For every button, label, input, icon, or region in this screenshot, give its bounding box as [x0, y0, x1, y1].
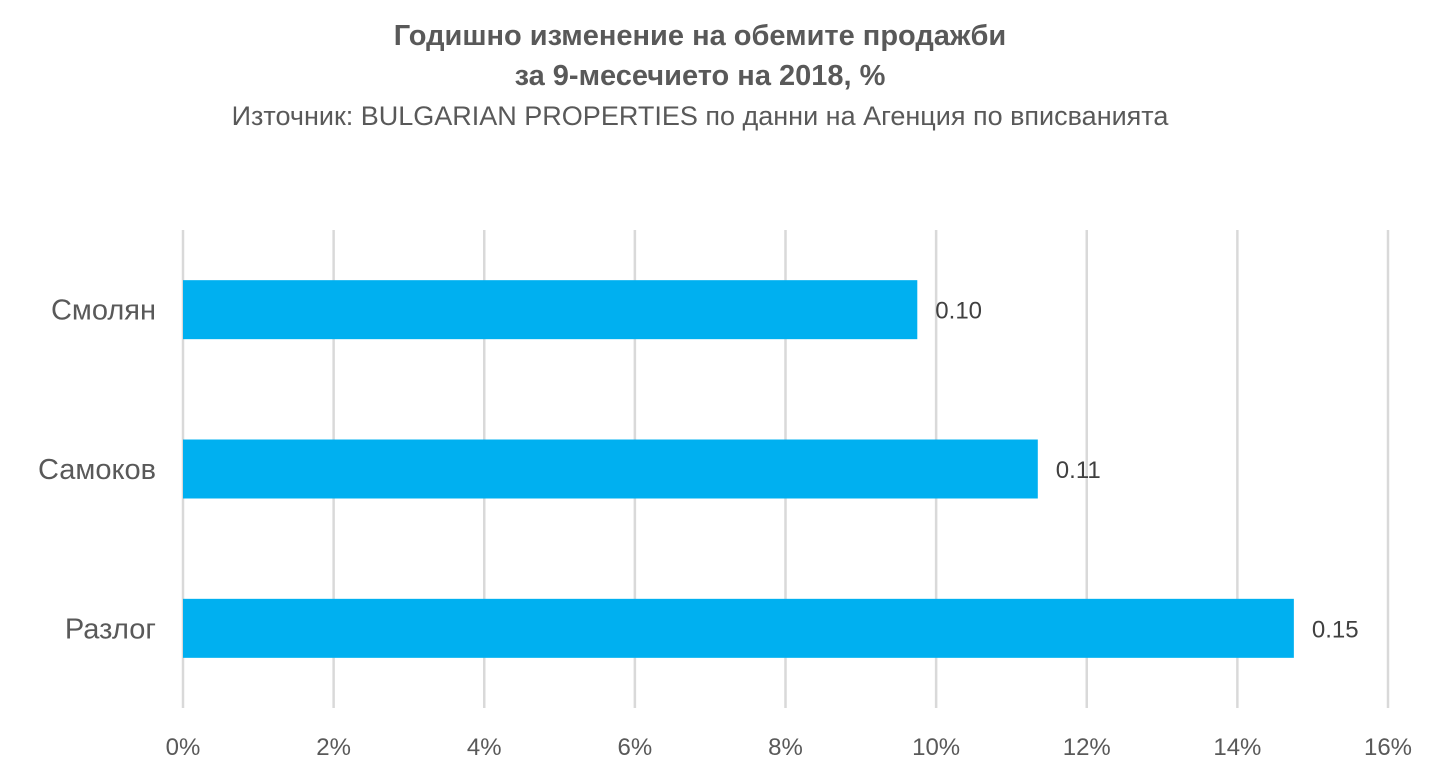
- x-tick-label: 16%: [1364, 734, 1412, 761]
- data-label: 0.11: [1056, 457, 1101, 484]
- category-label: Разлог: [65, 613, 156, 645]
- bar: [183, 598, 1294, 658]
- chart-title-line-1: Годишно изменение на обемите продажби: [393, 20, 1007, 52]
- x-tick-label: 0%: [166, 734, 201, 761]
- chart-title-block: Годишно изменение на обемите продажби за…: [0, 16, 1400, 134]
- x-tick-label: 10%: [912, 734, 960, 761]
- x-tick-label: 8%: [768, 734, 803, 761]
- x-tick-label: 12%: [1063, 734, 1111, 761]
- data-label: 0.15: [1312, 616, 1359, 643]
- bar: [183, 439, 1038, 499]
- x-tick-label: 4%: [467, 734, 502, 761]
- data-label: 0.10: [935, 298, 982, 325]
- category-label: Смолян: [51, 295, 156, 327]
- chart-subtitle: Източник: BULGARIAN PROPERTIES по данни …: [231, 101, 1169, 131]
- x-tick-label: 6%: [618, 734, 653, 761]
- x-tick-label: 2%: [316, 734, 351, 761]
- category-label: Самоков: [38, 454, 156, 486]
- chart-title-line-2: за 9-месечието на 2018, %: [514, 60, 886, 92]
- bar: [183, 280, 918, 340]
- x-tick-label: 14%: [1213, 734, 1261, 761]
